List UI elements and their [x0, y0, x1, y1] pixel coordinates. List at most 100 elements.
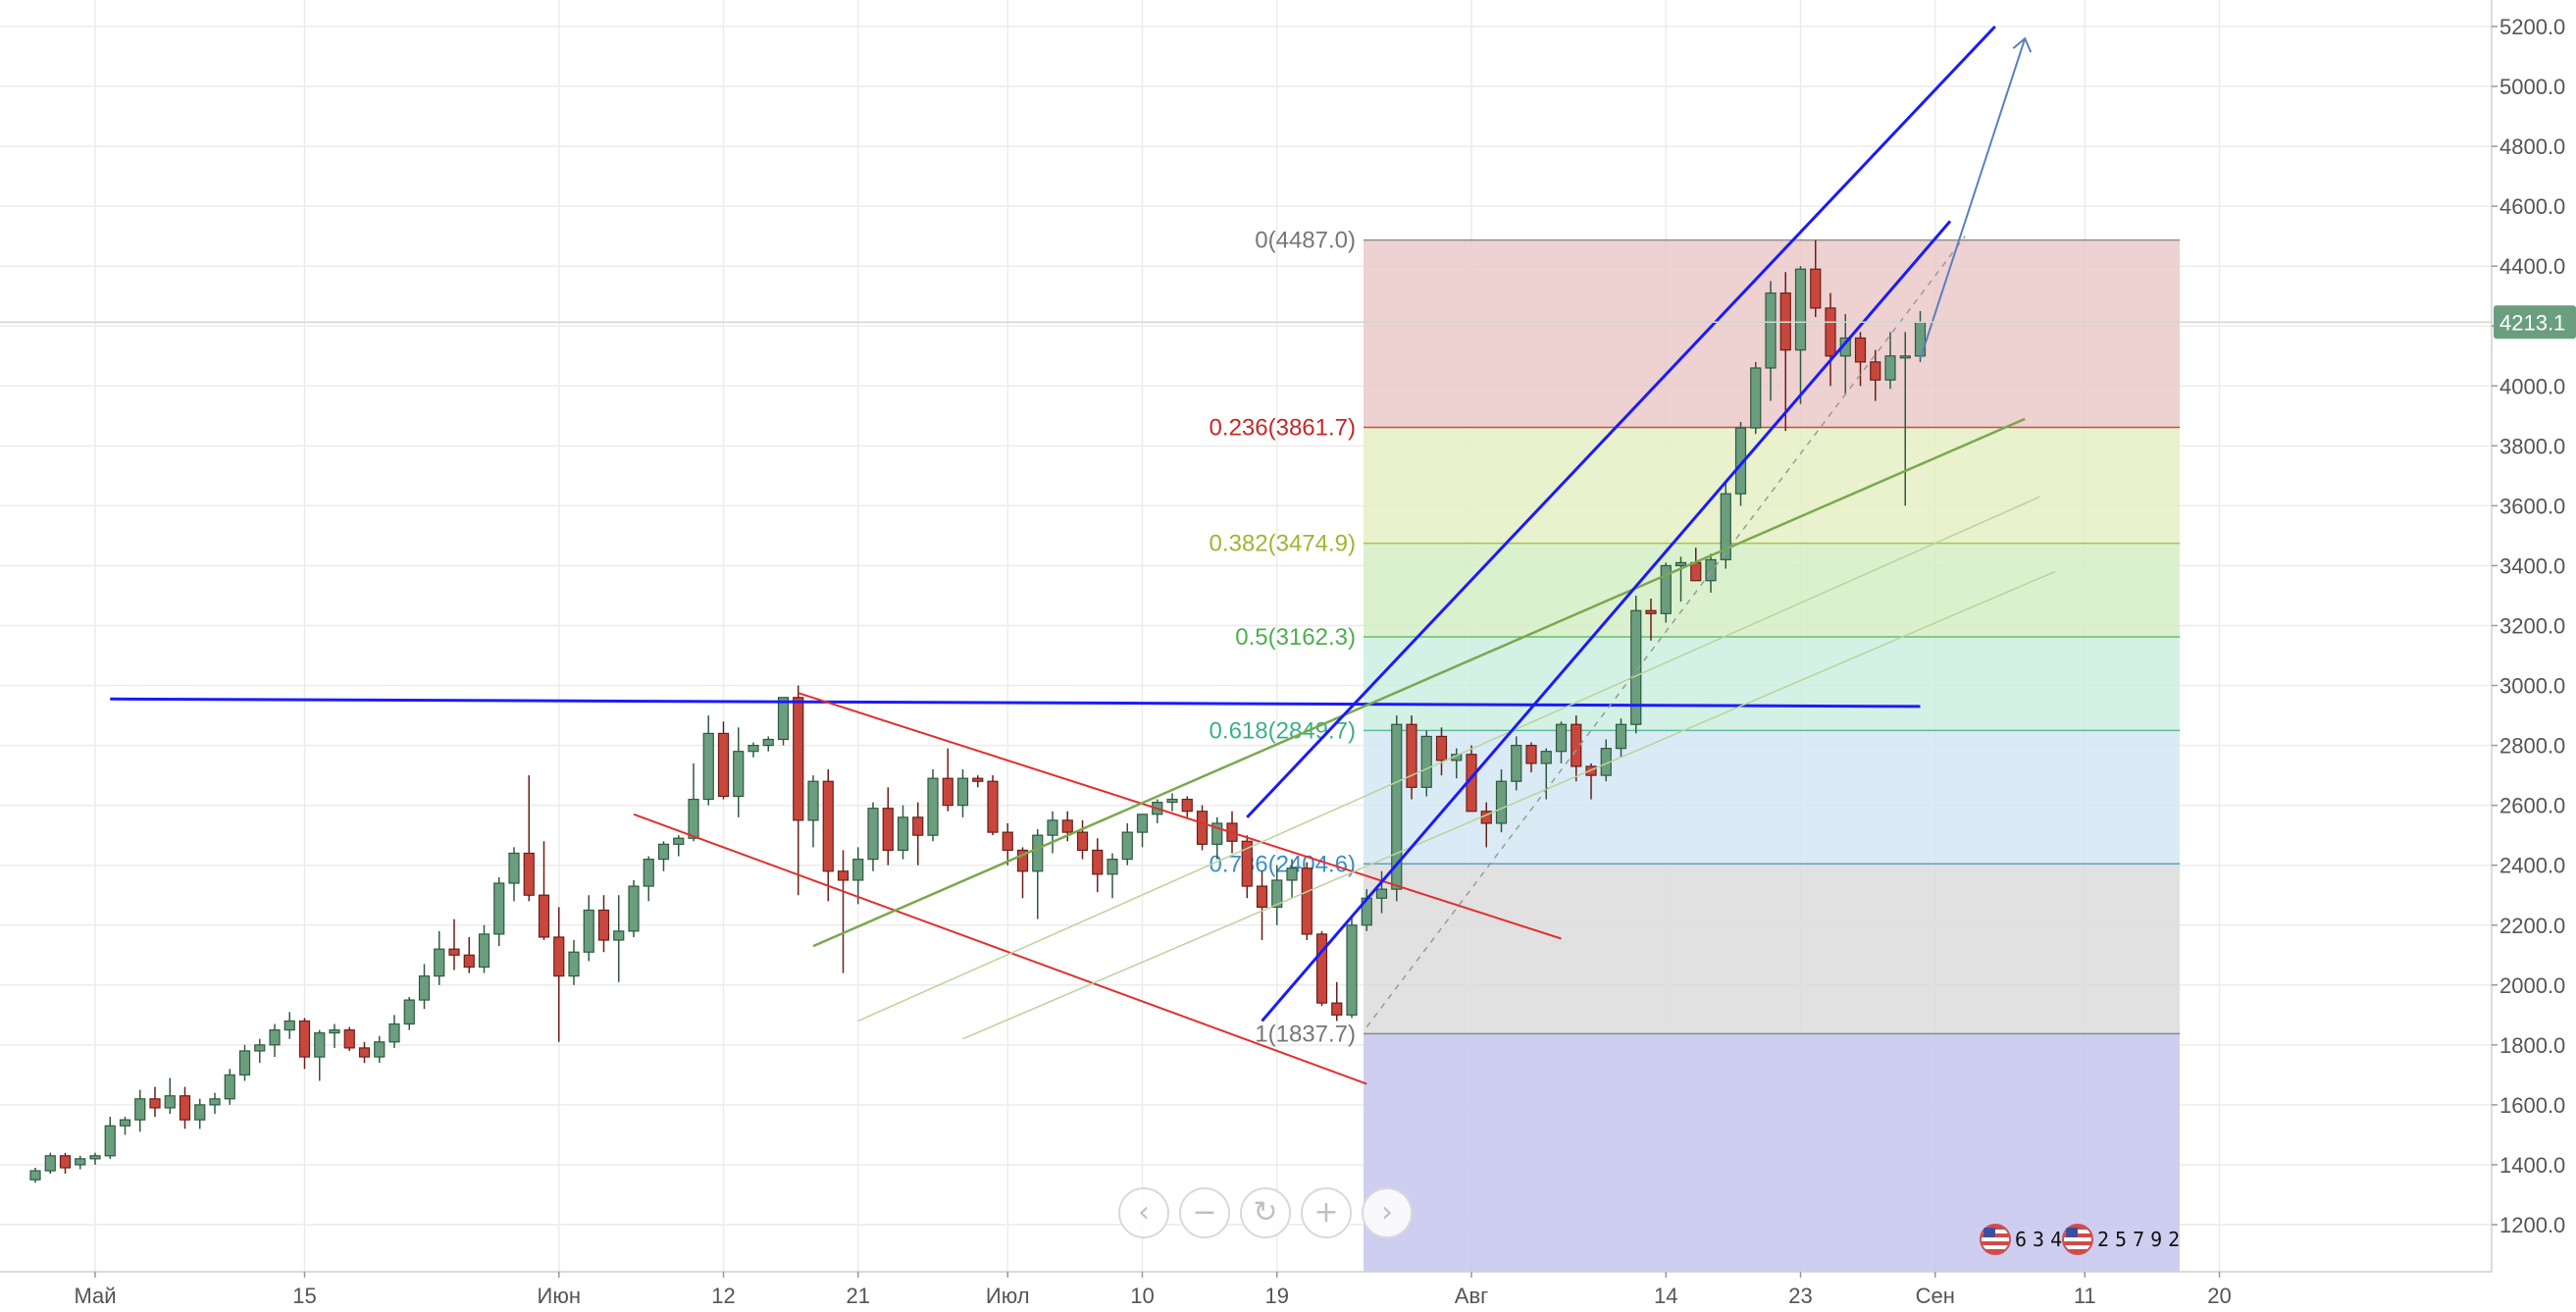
candle-body [1765, 292, 1777, 369]
candle-body [478, 933, 490, 969]
candle [1660, 562, 1672, 623]
reset-button[interactable]: ↻ [1240, 1187, 1291, 1238]
candle-body [717, 732, 730, 798]
scroll-left-button[interactable]: ‹ [1118, 1187, 1169, 1238]
candle [1870, 349, 1881, 401]
event-badge-1[interactable]: 634 [1980, 1217, 2068, 1262]
blue-channel-lower[interactable] [1261, 220, 1952, 1023]
green-trendline-main[interactable] [812, 417, 2026, 948]
candle-body [403, 999, 415, 1025]
candle [434, 930, 445, 985]
candle [777, 697, 790, 746]
candle [1032, 829, 1044, 919]
candle [747, 742, 759, 758]
candle [702, 715, 714, 806]
candle [688, 762, 699, 842]
candle [388, 1015, 400, 1048]
candle [673, 835, 685, 857]
candle-body [209, 1098, 221, 1106]
candle-body [1315, 933, 1328, 1004]
candle [254, 1038, 266, 1064]
candle [1765, 281, 1777, 401]
candle-body [1705, 558, 1717, 582]
candle-body [1660, 564, 1672, 614]
candle [733, 727, 745, 817]
candle-body [1047, 819, 1058, 836]
candle [1107, 853, 1118, 899]
zoom-out-button[interactable]: − [1179, 1187, 1230, 1238]
candle-body [1525, 744, 1537, 764]
red-channel-lower[interactable] [633, 813, 1367, 1085]
candle [508, 847, 520, 902]
candle-body [164, 1095, 176, 1109]
candle [657, 841, 670, 871]
candle [179, 1086, 191, 1129]
candle-body [583, 909, 594, 953]
trendline-drawings[interactable] [110, 25, 2056, 1085]
projection-arrow-line[interactable] [1919, 37, 2027, 360]
candle [1152, 799, 1163, 823]
candle-body [1825, 307, 1836, 357]
candle [837, 850, 850, 973]
candle [1181, 796, 1193, 817]
price-tick-label: 2200.0 [2499, 914, 2565, 938]
candle [523, 775, 535, 902]
candle [358, 1041, 371, 1064]
green-trendline-parallel-1[interactable] [857, 496, 2040, 1023]
candle-body [238, 1050, 251, 1076]
candle [1375, 870, 1388, 914]
candle-body [837, 870, 850, 881]
candle [613, 895, 625, 982]
candle-body [1750, 367, 1762, 429]
candle-body [1016, 849, 1029, 872]
fib-band [1364, 427, 2180, 544]
candle-body [434, 948, 445, 977]
candle-body [104, 1125, 116, 1157]
projection-arrow-head[interactable] [2012, 36, 2033, 53]
time-tick-label: 10 [1130, 1284, 1154, 1307]
green-trendline-parallel-2[interactable] [962, 570, 2056, 1040]
candle-body [1794, 268, 1807, 351]
event-badge-2[interactable]: 25792 [2062, 1217, 2186, 1262]
scroll-right-button[interactable]: › [1362, 1187, 1413, 1238]
candle [1241, 835, 1253, 899]
fibonacci-retracement[interactable]: 0(4487.0) 0.236(3861.7) 0.382(3474.9) 0.5(3… [1210, 228, 2180, 1272]
candle [478, 924, 490, 973]
zoom-in-button[interactable]: + [1301, 1187, 1352, 1238]
time-axis-background [0, 1272, 2492, 1307]
time-tick-label: 12 [711, 1284, 735, 1307]
time-tick-label: Сен [1916, 1284, 1955, 1307]
candle [1511, 736, 1522, 791]
candle [269, 1023, 281, 1058]
candle-body [927, 777, 939, 836]
candle [1136, 813, 1149, 848]
candle [298, 1018, 311, 1070]
candle-body [1375, 888, 1388, 899]
red-channel-upper[interactable] [798, 692, 1562, 940]
candle-body [762, 738, 774, 747]
candle-body [643, 858, 654, 887]
channel-median-line[interactable] [1365, 236, 1966, 1027]
time-tick-label: 14 [1654, 1284, 1677, 1307]
candle-body [882, 808, 894, 852]
time-tick-label: Май [74, 1284, 116, 1307]
price-tick-label: 3000.0 [2499, 674, 2565, 699]
candle-body [149, 1098, 161, 1109]
candle [1555, 721, 1568, 763]
time-axis[interactable]: Май 15 Июн 12 21 Июл 10 19 Авг 14 23 Сен 11 20 [0, 1271, 2492, 1308]
resistance-line[interactable] [110, 697, 1921, 708]
candle [912, 802, 924, 866]
candle [1420, 730, 1432, 797]
candle [717, 721, 730, 800]
candle-body [418, 975, 431, 1001]
candle-body [613, 930, 625, 941]
blue-channel-upper[interactable] [1246, 25, 1996, 818]
candle [149, 1086, 161, 1118]
us-flag-icon [1980, 1224, 2011, 1255]
candle-body [254, 1044, 266, 1052]
candle-body [1870, 361, 1881, 381]
price-tick-label: 2800.0 [2499, 734, 2565, 759]
candle-body [733, 751, 745, 798]
